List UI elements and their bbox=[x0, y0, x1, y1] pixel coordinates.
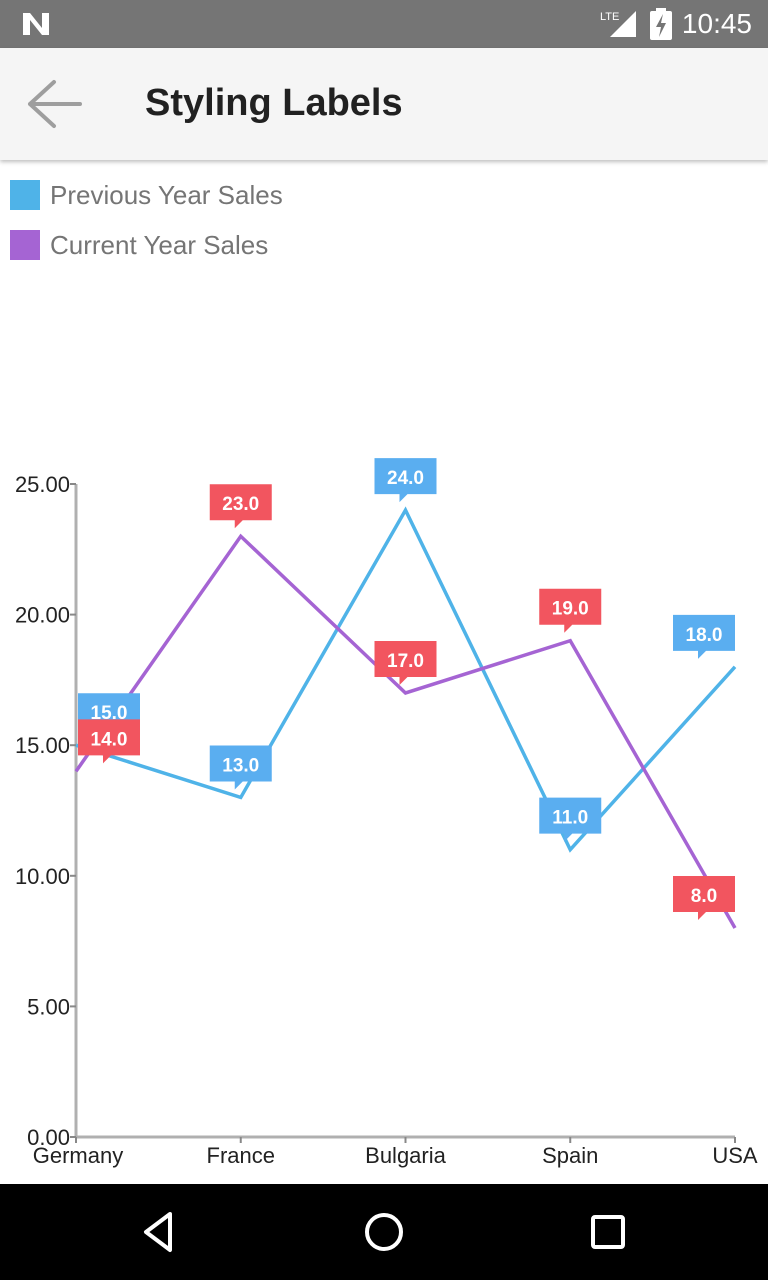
navigation-bar bbox=[0, 1184, 768, 1280]
data-label: 15.0 bbox=[91, 703, 128, 724]
line-chart: 0.00 5.00 10.00 15.00 20.00 25.00 Germany Franc… bbox=[15, 458, 758, 1168]
data-label: 19.0 bbox=[552, 599, 589, 620]
status-icons: LTE 10:45 bbox=[600, 0, 752, 48]
legend-item-previous: Previous Year Sales bbox=[10, 170, 283, 220]
status-bar: LTE 10:45 bbox=[0, 0, 768, 48]
page-title: Styling Labels bbox=[145, 82, 403, 124]
y-tick-label: 15.00 bbox=[15, 733, 70, 758]
chart-legend: Previous Year Sales Current Year Sales bbox=[10, 170, 283, 270]
data-label-box bbox=[209, 484, 272, 529]
y-tick-label: 20.00 bbox=[15, 603, 70, 628]
data-label-box bbox=[209, 745, 272, 790]
data-label: 13.0 bbox=[222, 755, 259, 776]
notification-n-icon bbox=[23, 13, 49, 35]
data-label: 23.0 bbox=[222, 494, 259, 515]
data-label-box bbox=[374, 458, 437, 503]
data-label-box bbox=[539, 588, 602, 633]
legend-swatch-current bbox=[10, 230, 40, 260]
y-tick-label: 5.00 bbox=[27, 994, 70, 1019]
back-triangle-icon[interactable] bbox=[136, 1208, 184, 1256]
y-tick-label: 10.00 bbox=[15, 864, 70, 889]
data-label-box bbox=[374, 640, 437, 685]
arrow-back-icon[interactable] bbox=[20, 72, 92, 136]
x-tick-label: Bulgaria bbox=[365, 1143, 446, 1168]
series-line-0 bbox=[75, 506, 737, 853]
legend-swatch-previous bbox=[10, 180, 40, 210]
data-label-box bbox=[539, 797, 602, 842]
network-type-label: LTE bbox=[600, 11, 619, 23]
data-label-box bbox=[673, 876, 735, 921]
x-tick-label: Germany bbox=[33, 1143, 123, 1168]
data-label: 18.0 bbox=[686, 625, 723, 646]
data-label: 24.0 bbox=[387, 468, 424, 489]
y-tick-label: 25.00 bbox=[15, 472, 70, 497]
data-label: 11.0 bbox=[552, 808, 588, 829]
app-bar: Styling Labels bbox=[0, 48, 768, 160]
series-line-1 bbox=[74, 533, 737, 929]
signal-icon: LTE bbox=[600, 11, 636, 37]
x-tick-label: USA bbox=[712, 1143, 758, 1168]
status-time: 10:45 bbox=[681, 8, 752, 39]
data-label: 17.0 bbox=[387, 651, 424, 672]
battery-charging-icon bbox=[649, 8, 672, 40]
legend-item-current: Current Year Sales bbox=[10, 220, 283, 270]
legend-label-previous: Previous Year Sales bbox=[50, 179, 283, 210]
data-label-box bbox=[78, 719, 140, 764]
data-label: 8.0 bbox=[691, 886, 717, 907]
data-label: 14.0 bbox=[91, 729, 128, 750]
data-label-box bbox=[673, 614, 735, 659]
home-circle-icon[interactable] bbox=[360, 1208, 408, 1256]
recents-square-icon[interactable] bbox=[584, 1208, 632, 1256]
y-tick-label: 0.00 bbox=[27, 1125, 70, 1150]
x-tick-label: Spain bbox=[542, 1143, 598, 1168]
legend-label-current: Current Year Sales bbox=[50, 229, 269, 260]
x-tick-label: France bbox=[207, 1143, 275, 1168]
